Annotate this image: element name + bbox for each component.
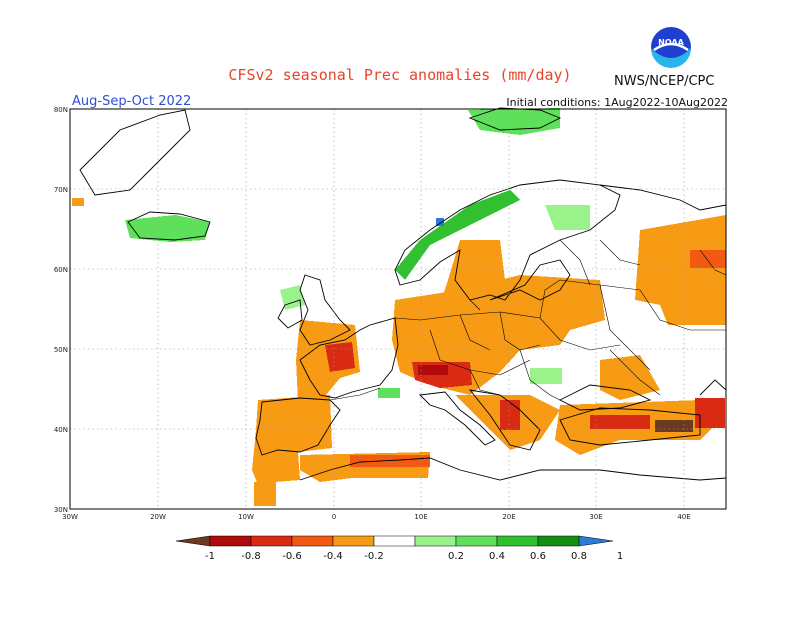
anomaly-iberia [252,395,332,495]
coast-caspian [699,379,727,396]
coast-britain [299,274,351,346]
anomaly-balkans-green [530,368,562,384]
anomaly-fields [72,108,726,506]
coast-baltic [489,259,571,301]
lon-tick: 30E [589,513,602,521]
colorbar-label: -0.6 [282,551,302,562]
lat-tick-labels: 30N 40N 50N 60N 70N 80N [54,106,68,514]
colorbar-label: 0.2 [448,551,464,562]
coast-ireland [277,299,303,329]
coast-iberia [255,397,341,456]
noaa-logo-icon: NOAA [651,27,691,68]
colorbar-label: -1 [205,551,215,562]
anomaly-lapland-green [545,205,590,230]
lat-tick: 60N [54,266,68,274]
colorbar-label: 0.8 [571,551,587,562]
initial-conditions: Initial conditions: 1Aug2022-10Aug2022 [506,96,728,109]
coast-africa [299,457,727,481]
coast-russia-north [599,184,727,211]
coast-svalbard [468,107,562,131]
colorbar-swatch [373,535,416,547]
anomaly-norway-green [395,190,520,280]
colorbar-swatch [291,535,334,547]
lat-tick: 70N [54,186,68,194]
colorbar-label: -0.8 [241,551,261,562]
anomaly-turkey-red [590,415,650,429]
colorbar-swatch [455,535,498,547]
lon-tick: 20W [150,513,166,521]
anomaly-scotland-green [280,285,305,310]
lat-tick: 40N [54,426,68,434]
coast-france [299,317,399,399]
anomaly-russia-south [600,355,660,400]
colorbar-swatch [537,535,580,547]
colorbar-label: 0.4 [489,551,505,562]
lon-tick: 30W [62,513,78,521]
colorbar-label: 1 [617,551,623,562]
lon-tick: 10E [414,513,427,521]
anomaly-russia-east [635,215,726,325]
forecast-period: Aug-Sep-Oct 2022 [72,94,192,109]
colorbar: -1 -0.8 -0.6 -0.4 -0.2 0.2 0.4 0.6 0.8 1 [175,535,623,562]
agency-label: NWS/NCEP/CPC [614,74,715,89]
coast-italy [419,391,496,446]
country-borders [329,239,727,401]
colorbar-swatch [250,535,293,547]
lat-tick: 30N [54,506,68,514]
anomaly-france-red [325,342,355,372]
lon-tick: 20E [502,513,515,521]
map-title: CFSv2 seasonal Prec anomalies (mm/day) [228,66,572,84]
lon-tick: 10W [238,513,254,521]
colorbar-swatch [414,535,457,547]
lat-tick: 50N [54,346,68,354]
lon-tick: 0 [332,513,336,521]
lon-tick-labels: 30W 20W 10W 0 10E 20E 30E 40E [62,513,691,521]
anomaly-scandinavia [440,240,505,305]
colorbar-swatch [209,535,252,547]
colorbar-swatch [175,535,211,547]
colorbar-label: 0.6 [530,551,546,562]
coast-blacksea [558,384,652,411]
logo-text: NOAA [658,38,684,47]
coastlines [79,107,727,481]
colorbar-swatch [496,535,539,547]
coast-turkey [559,407,701,446]
colorbar-label: -0.4 [323,551,343,562]
colorbar-swatch [578,535,614,547]
anomaly-north-africa-red [350,455,430,467]
colorbar-label: -0.2 [364,551,384,562]
anomaly-iceland-green [125,215,210,242]
map-frame [69,108,727,510]
coast-greenland [79,109,191,196]
lon-tick: 40E [677,513,690,521]
coast-scandinavia [394,179,621,301]
lat-tick: 80N [54,106,68,114]
coast-balkans [468,389,541,451]
graticule [70,109,726,509]
coast-iceland [127,211,211,241]
colorbar-swatch [332,535,375,547]
